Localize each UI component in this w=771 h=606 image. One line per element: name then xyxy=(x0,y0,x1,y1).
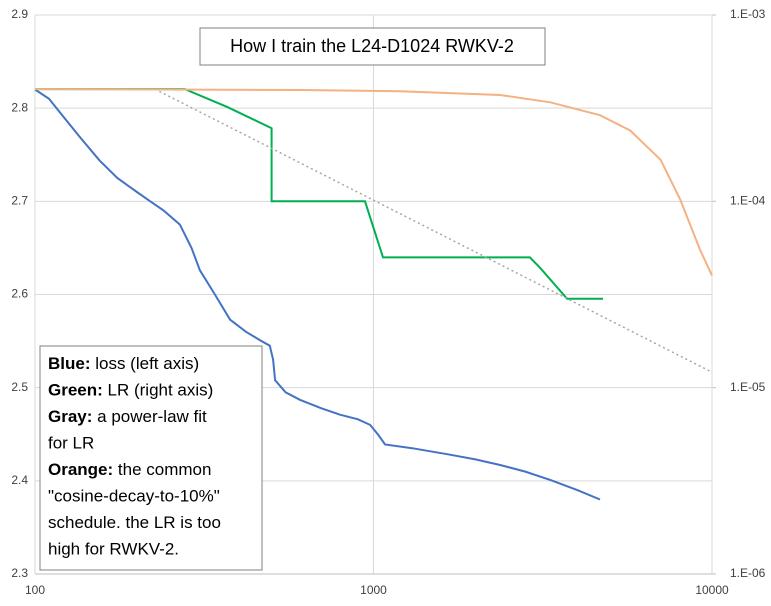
note-text: "cosine-decay-to-10%" xyxy=(48,487,220,506)
note-bold: Orange: xyxy=(48,460,113,479)
note-box: Blue: loss (left axis) Green: LR (right a… xyxy=(39,345,263,571)
y-tick-label: 2.8 xyxy=(11,100,28,114)
chart-title: How I train the L24-D1024 RWKV-2 xyxy=(230,36,514,56)
y-tick-label: 2.4 xyxy=(11,473,28,487)
note-line: Orange: the common xyxy=(48,460,211,479)
title-box xyxy=(199,27,546,66)
note-line: schedule. the LR is too xyxy=(48,513,221,532)
note-line: Blue: loss (left axis) xyxy=(48,354,199,373)
note-line: "cosine-decay-to-10%" xyxy=(48,487,220,506)
y-tick-label: 2.9 xyxy=(11,7,28,21)
y-tick-label: 2.5 xyxy=(11,380,28,394)
note-text: LR (right axis) xyxy=(103,381,214,400)
y-tick-label: 2.6 xyxy=(11,287,28,301)
x-tick-label: 1000 xyxy=(360,583,387,597)
plot: 2.3 2.4 2.5 2.6 2.7 2.8 2.9 1.E-06 1.E-05 1.E-04 1… xyxy=(11,7,765,597)
x-tick-label: 100 xyxy=(25,583,45,597)
note-bold: Green: xyxy=(48,381,103,400)
series-line xyxy=(34,88,713,276)
y-tick-label: 2.3 xyxy=(11,566,28,580)
x-tick-label: 10000 xyxy=(695,583,729,597)
note-text: a power-law fit xyxy=(92,407,207,426)
note-line: Green: LR (right axis) xyxy=(48,381,213,400)
y-tick-label: 2.7 xyxy=(11,194,28,208)
note-bold: Gray: xyxy=(48,407,92,426)
note-text: high for RWKV-2. xyxy=(48,540,179,559)
note-text: loss (left axis) xyxy=(91,354,200,373)
note-frame xyxy=(39,345,263,571)
y2-tick-label: 1.E-04 xyxy=(730,194,766,208)
note-text: for LR xyxy=(48,434,94,453)
note-bold: Blue: xyxy=(48,354,91,373)
note-text: schedule. the LR is too xyxy=(48,513,221,532)
series-line xyxy=(34,88,601,501)
note-line: high for RWKV-2. xyxy=(48,540,179,559)
y2-tick-label: 1.E-05 xyxy=(730,380,766,394)
note-line: Gray: a power-law fit xyxy=(48,407,207,426)
series-line xyxy=(154,88,713,373)
series-line xyxy=(35,88,603,300)
note-text: the common xyxy=(113,460,211,479)
note-line: for LR xyxy=(48,434,94,453)
y2-tick-label: 1.E-06 xyxy=(730,566,766,580)
y2-tick-label: 1.E-03 xyxy=(730,7,766,21)
